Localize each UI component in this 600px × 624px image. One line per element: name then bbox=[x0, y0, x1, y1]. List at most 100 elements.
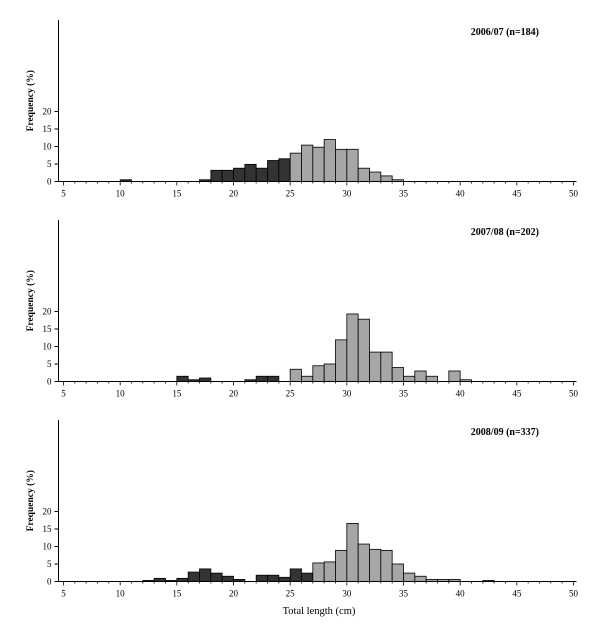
y-tick-label: 15 bbox=[43, 524, 53, 534]
bar bbox=[380, 351, 393, 382]
x-tick-label: 35 bbox=[399, 189, 409, 199]
bar bbox=[414, 370, 427, 382]
x-tick-label: 5 bbox=[61, 389, 66, 399]
bar bbox=[267, 574, 280, 582]
y-tick-label: 10 bbox=[43, 142, 53, 152]
x-tick-label: 15 bbox=[172, 389, 182, 399]
x-tick-label: 10 bbox=[116, 189, 126, 199]
bar bbox=[289, 568, 302, 582]
bar bbox=[414, 575, 427, 582]
bar bbox=[380, 175, 393, 182]
bar bbox=[335, 339, 348, 382]
bar bbox=[391, 563, 404, 582]
y-tick-label: 5 bbox=[47, 559, 52, 569]
bar bbox=[448, 370, 461, 382]
x-tick-label: 20 bbox=[229, 589, 239, 599]
bar bbox=[357, 543, 370, 582]
bar bbox=[346, 313, 359, 382]
bar bbox=[301, 375, 314, 382]
panel-title: 2008/09 (n=337) bbox=[471, 427, 539, 438]
bar bbox=[301, 572, 314, 582]
x-tick-label: 15 bbox=[172, 189, 182, 199]
x-tick-label: 20 bbox=[229, 389, 239, 399]
y-tick-label: 15 bbox=[43, 324, 53, 334]
x-tick-label: 50 bbox=[569, 189, 579, 199]
bar bbox=[335, 549, 348, 582]
x-tick-label: 5 bbox=[61, 189, 66, 199]
x-tick-label: 45 bbox=[512, 189, 522, 199]
bar bbox=[199, 568, 212, 582]
bar bbox=[346, 148, 359, 182]
y-tick-label: 15 bbox=[43, 124, 53, 134]
bar bbox=[255, 375, 268, 382]
y-axis-title: Frequency (%) bbox=[25, 470, 36, 531]
x-tick-label: 10 bbox=[116, 389, 126, 399]
bar bbox=[210, 572, 223, 582]
bar bbox=[403, 572, 416, 582]
bar bbox=[335, 148, 348, 182]
bar bbox=[255, 167, 268, 182]
bar bbox=[210, 169, 223, 182]
bar bbox=[278, 158, 291, 182]
x-tick-label: 25 bbox=[286, 389, 296, 399]
x-tick-label: 50 bbox=[569, 389, 579, 399]
x-tick-label: 25 bbox=[286, 189, 296, 199]
x-tick-label: 10 bbox=[116, 589, 126, 599]
x-tick-label: 5 bbox=[61, 589, 66, 599]
x-tick-label: 45 bbox=[512, 589, 522, 599]
bar bbox=[267, 160, 280, 182]
bar bbox=[176, 375, 189, 382]
x-tick-label: 50 bbox=[569, 589, 579, 599]
bar bbox=[357, 167, 370, 182]
x-tick-label: 40 bbox=[456, 389, 466, 399]
y-tick-label: 0 bbox=[47, 177, 52, 187]
bar bbox=[289, 152, 302, 182]
x-tick-label: 35 bbox=[399, 589, 409, 599]
bar bbox=[425, 375, 438, 382]
bar bbox=[323, 561, 336, 582]
x-tick-label: 15 bbox=[172, 589, 182, 599]
y-tick-label: 0 bbox=[47, 377, 52, 387]
bar bbox=[233, 167, 246, 182]
bar bbox=[221, 575, 234, 582]
bar bbox=[403, 375, 416, 382]
y-tick-label: 20 bbox=[43, 307, 53, 317]
bar bbox=[199, 377, 212, 382]
bar bbox=[312, 146, 325, 182]
y-axis-title: Frequency (%) bbox=[25, 270, 36, 331]
x-tick-label: 30 bbox=[342, 589, 352, 599]
y-tick-label: 5 bbox=[47, 359, 52, 369]
bar bbox=[187, 571, 200, 582]
panel-title: 2007/08 (n=202) bbox=[471, 227, 539, 238]
x-tick-label: 30 bbox=[342, 389, 352, 399]
bar bbox=[369, 548, 382, 582]
bar bbox=[267, 375, 280, 382]
y-tick-label: 10 bbox=[43, 542, 53, 552]
bar bbox=[244, 163, 257, 182]
bar bbox=[312, 562, 325, 582]
panel-title: 2006/07 (n=184) bbox=[471, 27, 539, 38]
y-tick-label: 5 bbox=[47, 159, 52, 169]
bar bbox=[369, 171, 382, 182]
bar bbox=[312, 365, 325, 382]
y-tick-label: 20 bbox=[43, 107, 53, 117]
x-axis-title: Total length (cm) bbox=[283, 606, 356, 617]
bar bbox=[369, 351, 382, 382]
bar bbox=[357, 318, 370, 382]
bar bbox=[323, 139, 336, 182]
bar bbox=[380, 549, 393, 582]
x-tick-label: 40 bbox=[456, 189, 466, 199]
bar bbox=[221, 169, 234, 182]
bar bbox=[278, 576, 291, 582]
y-tick-label: 10 bbox=[43, 342, 53, 352]
y-tick-label: 20 bbox=[43, 507, 53, 517]
bar bbox=[323, 363, 336, 382]
y-axis-title: Frequency (%) bbox=[25, 70, 36, 131]
bar bbox=[255, 574, 268, 582]
x-tick-label: 35 bbox=[399, 389, 409, 399]
x-tick-label: 30 bbox=[342, 189, 352, 199]
x-tick-label: 25 bbox=[286, 589, 296, 599]
